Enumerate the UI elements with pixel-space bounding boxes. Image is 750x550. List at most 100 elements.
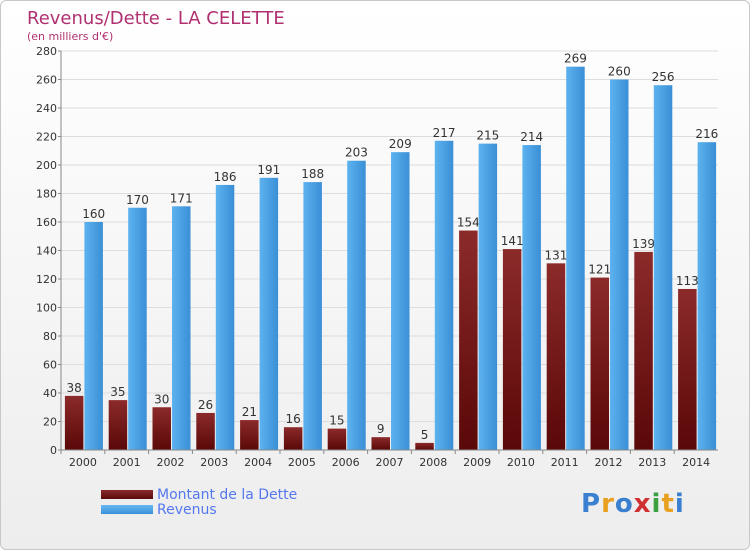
- x-tick-label: 2014: [682, 456, 710, 469]
- x-tick-label: 2013: [638, 456, 666, 469]
- data-label-dette: 35: [110, 385, 125, 399]
- bar-revenus: [391, 152, 410, 451]
- bar-revenus: [610, 79, 629, 450]
- data-label-revenus: 186: [214, 170, 237, 184]
- y-tick-label: 140: [36, 245, 57, 258]
- data-label-revenus: 217: [433, 126, 456, 140]
- y-tick-label: 260: [36, 74, 57, 87]
- data-label-revenus: 191: [257, 163, 280, 177]
- bar-dette: [152, 407, 171, 450]
- data-label-revenus: 216: [695, 127, 718, 141]
- x-tick-label: 2004: [244, 456, 272, 469]
- bar-dette: [678, 288, 697, 450]
- bar-dette: [459, 230, 478, 450]
- logo-letter: i: [674, 489, 685, 519]
- data-label-dette: 9: [377, 422, 385, 436]
- y-tick-label: 20: [43, 416, 57, 429]
- data-label-dette: 30: [154, 392, 169, 406]
- y-tick-label: 120: [36, 273, 57, 286]
- chart-title: Revenus/Dette - LA CELETTE: [27, 8, 285, 29]
- bars: 38 160 35 170 30 171 26 186 21 191 16 188 15 203 9 209 5…: [64, 52, 718, 451]
- x-tick-label: 2002: [157, 456, 185, 469]
- data-label-dette: 121: [588, 263, 611, 277]
- bar-revenus: [84, 222, 103, 450]
- logo-letter: i: [651, 489, 662, 519]
- bar-dette: [546, 263, 566, 450]
- legend: Montant de la Dette Revenus: [101, 486, 298, 518]
- y-tick-label: 180: [36, 188, 57, 201]
- x-tick-label: 2001: [113, 456, 141, 469]
- data-label-revenus: 215: [476, 129, 499, 143]
- y-tick-label: 0: [50, 444, 57, 457]
- bar-dette: [283, 427, 303, 450]
- data-label-revenus: 209: [389, 137, 412, 151]
- data-label-revenus: 170: [126, 193, 149, 207]
- data-label-revenus: 256: [652, 70, 675, 84]
- chart-subtitle: (en milliers d'€): [27, 30, 113, 43]
- data-label-revenus: 260: [608, 65, 631, 79]
- legend-label-revenus: Revenus: [157, 501, 217, 518]
- data-label-revenus: 188: [301, 167, 324, 181]
- data-label-dette: 21: [242, 405, 257, 419]
- y-tick-label: 80: [43, 330, 57, 343]
- bar-revenus: [697, 142, 717, 450]
- y-tick-label: 240: [36, 102, 57, 115]
- data-label-dette: 5: [421, 428, 429, 442]
- x-tick-label: 2007: [376, 456, 404, 469]
- x-tick-label: 2012: [595, 456, 623, 469]
- x-tick-label: 2011: [551, 456, 579, 469]
- bar-dette: [371, 437, 390, 450]
- bar-dette: [64, 395, 84, 450]
- y-tick-label: 280: [36, 45, 57, 58]
- data-label-revenus: 160: [82, 207, 105, 221]
- x-tick-label: 2009: [463, 456, 491, 469]
- bar-revenus: [172, 206, 191, 450]
- x-tick-label: 2006: [332, 456, 360, 469]
- y-tick-label: 40: [43, 387, 57, 400]
- legend-label-dette: Montant de la Dette: [157, 486, 298, 503]
- x-tick-label: 2008: [419, 456, 447, 469]
- data-label-dette: 38: [67, 381, 82, 395]
- data-label-revenus: 269: [564, 52, 587, 66]
- y-tick-label: 220: [36, 131, 57, 144]
- bar-revenus: [347, 160, 366, 450]
- bar-dette: [108, 400, 128, 450]
- data-label-dette: 141: [501, 234, 524, 248]
- bar-dette: [196, 412, 215, 450]
- legend-item-dette: Montant de la Dette: [101, 486, 298, 503]
- data-label-revenus: 171: [170, 191, 193, 205]
- bar-dette: [634, 251, 653, 450]
- x-tick-label: 2000: [69, 456, 97, 469]
- data-label-dette: 26: [198, 398, 213, 412]
- bar-dette: [327, 428, 347, 450]
- y-tick-label: 60: [43, 359, 57, 372]
- logo-letter: t: [661, 489, 675, 519]
- y-tick-label: 200: [36, 159, 57, 172]
- y-tick-label: 160: [36, 216, 57, 229]
- bar-revenus: [434, 140, 454, 450]
- data-label-dette: 15: [329, 414, 344, 428]
- bar-dette: [590, 277, 609, 450]
- data-label-dette: 154: [457, 216, 480, 230]
- bar-revenus: [303, 182, 322, 450]
- bar-dette: [415, 442, 434, 450]
- logo-letter: o: [614, 489, 634, 519]
- x-tick-label: 2005: [288, 456, 316, 469]
- data-label-dette: 139: [632, 237, 655, 251]
- bar-revenus: [215, 184, 235, 450]
- bar-revenus: [522, 145, 541, 451]
- data-label-revenus: 214: [520, 130, 543, 144]
- bar-revenus: [478, 143, 498, 450]
- x-tick-label: 2010: [507, 456, 535, 469]
- bar-revenus: [128, 207, 147, 450]
- data-label-dette: 113: [676, 274, 699, 288]
- data-label-dette: 131: [544, 248, 567, 262]
- logo-letter: x: [633, 489, 652, 519]
- axes: 0 20 40 60 80 100 120 140 160 180 200 220 240 260 280 2…: [36, 45, 718, 469]
- data-label-revenus: 203: [345, 146, 368, 160]
- bar-dette: [240, 420, 259, 450]
- legend-swatch-revenus: [101, 505, 153, 514]
- bar-revenus: [259, 177, 279, 450]
